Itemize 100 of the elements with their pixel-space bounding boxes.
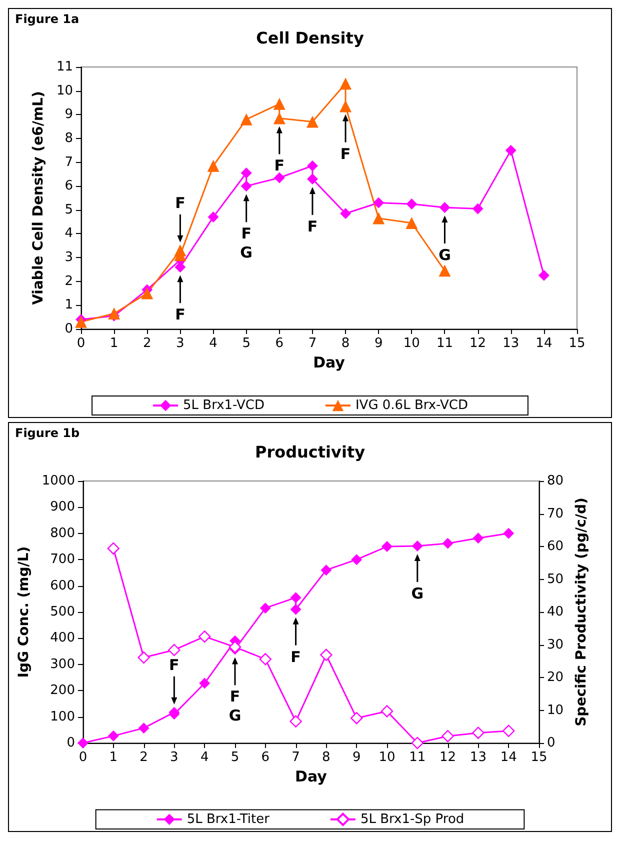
x-tick-label: 4 (209, 336, 218, 351)
y-tick-label: 800 (50, 526, 75, 541)
x-axis-title: Day (295, 767, 328, 786)
y-tick-label: 11 (56, 60, 73, 74)
legend-label: 5L Brx1-VCD (183, 398, 264, 413)
x-tick-label: 8 (322, 750, 330, 765)
y2-tick-label: 0 (547, 736, 556, 750)
y2-tick-label: 80 (547, 474, 564, 488)
y-tick-label: 9 (64, 107, 73, 122)
y-tick-label: 700 (50, 552, 75, 568)
point (108, 730, 119, 742)
point (240, 113, 252, 126)
point (442, 538, 454, 549)
x-tick-label: 12 (470, 336, 486, 351)
point (199, 678, 210, 689)
x-tick-label: 6 (275, 336, 284, 351)
point (274, 172, 285, 184)
x-tick-label: 5 (230, 750, 240, 765)
point (260, 602, 271, 614)
y2-tick-label: 10 (547, 702, 564, 718)
x-tick-label: 15 (568, 336, 586, 351)
y2-tick-label: 70 (547, 506, 564, 522)
point (406, 198, 418, 210)
chart-title: Cell Density (256, 28, 364, 48)
point (75, 316, 87, 328)
x-tick-label: 15 (530, 750, 548, 765)
point (472, 203, 484, 214)
y2-tick-label: 30 (547, 637, 564, 652)
annotation: F G (240, 224, 252, 262)
point (381, 541, 392, 552)
point (138, 651, 150, 664)
point (340, 78, 352, 90)
point (350, 712, 363, 724)
y-axis-title: IgG Conc. (mg/L) (16, 546, 32, 678)
point (320, 564, 332, 576)
point (439, 202, 450, 214)
annotation: F (307, 217, 318, 236)
x-tick-label: 2 (140, 750, 148, 765)
y-tick-label: 8 (64, 130, 73, 146)
point (207, 160, 220, 172)
y-tick-label: 1 (64, 298, 73, 313)
point (503, 528, 514, 539)
point (259, 653, 272, 666)
point (502, 724, 515, 737)
annotation: F (290, 648, 301, 666)
point (472, 532, 484, 544)
x-tick-label: 3 (176, 336, 184, 351)
y2-tick-label: 20 (547, 670, 564, 685)
point (373, 197, 384, 208)
x-tick-label: 11 (409, 750, 426, 765)
legend-label: 5L Brx1-Sp Prod (360, 812, 464, 827)
x-tick-label: 7 (292, 750, 300, 765)
point (108, 308, 120, 320)
y-tick-label: 5 (64, 202, 73, 218)
y-tick-label: 400 (50, 630, 75, 646)
point (240, 167, 252, 178)
point (505, 144, 516, 156)
y-tick-label: 0 (66, 736, 75, 750)
x-tick-label: 6 (261, 750, 270, 765)
y-tick-label: 10 (56, 83, 73, 98)
y2-tick-label: 60 (547, 539, 564, 554)
point (538, 270, 550, 281)
point (306, 116, 318, 128)
point (438, 264, 451, 277)
point (240, 180, 252, 192)
annotation: G (438, 246, 451, 264)
point (380, 705, 394, 718)
x-axis-title: Day (313, 353, 346, 372)
point (290, 604, 302, 615)
legend-label: 5L Brx1-Titer (186, 812, 270, 827)
point (351, 554, 362, 566)
y-tick-label: 0 (64, 322, 73, 336)
annotation: F G (228, 688, 242, 725)
annotation: F (340, 144, 351, 163)
point (290, 715, 302, 728)
x-tick-label: 0 (76, 336, 86, 351)
y-tick-label: 2 (64, 274, 73, 289)
point (340, 100, 352, 112)
x-tick-label: 1 (109, 750, 118, 765)
point (372, 212, 385, 224)
y2-tick-label: 50 (547, 572, 564, 587)
y-tick-label: 600 (50, 578, 75, 594)
point (168, 644, 180, 656)
point (138, 722, 150, 734)
annotation: F (169, 656, 180, 674)
annotation: F (175, 306, 186, 324)
x-tick-label: 10 (403, 336, 420, 351)
point (406, 217, 418, 230)
point (472, 726, 484, 739)
annotation: G (411, 584, 424, 602)
x-tick-label: 13 (470, 750, 486, 765)
y-tick-label: 300 (50, 656, 75, 672)
x-tick-label: 7 (308, 336, 317, 351)
point (141, 287, 154, 300)
point (320, 648, 332, 661)
y2-tick-label: 40 (547, 604, 564, 620)
annotation: F (274, 156, 285, 175)
y-tick-label: 500 (50, 604, 75, 620)
y-tick-label: 200 (50, 683, 75, 698)
x-tick-label: 4 (200, 750, 209, 765)
